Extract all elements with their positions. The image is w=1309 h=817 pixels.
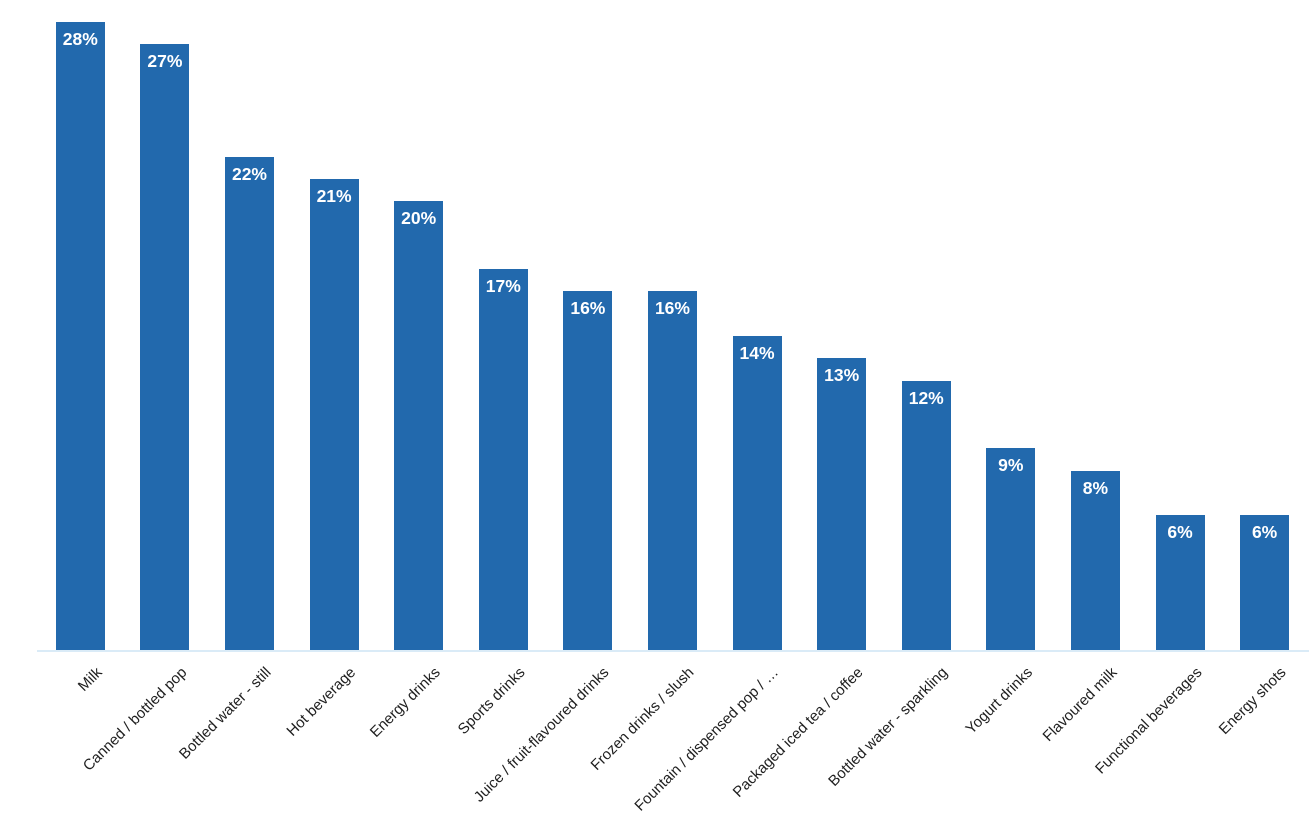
bar[interactable]: 17% bbox=[478, 269, 528, 650]
bar-slot: 27% bbox=[123, 44, 208, 650]
bar[interactable]: 16% bbox=[563, 291, 613, 650]
bar-slot: 20% bbox=[376, 201, 461, 650]
x-axis-category-label: Hot beverage bbox=[283, 664, 360, 740]
bar-value-label: 6% bbox=[1251, 522, 1278, 542]
bar-slot: 16% bbox=[546, 291, 631, 650]
bar[interactable]: 14% bbox=[732, 336, 782, 650]
x-axis-category-label: Energy shots bbox=[1215, 664, 1290, 738]
x-label-slot: Hot beverage bbox=[283, 650, 377, 817]
bars-container: 28% 27% 22% 21% 20% 17% 16% 16% 14% 13% 12% 9% 8% 6% 6… bbox=[38, 0, 1307, 650]
bar-value-label: 13% bbox=[824, 365, 860, 385]
bar-value-label: 20% bbox=[401, 208, 437, 228]
x-label-slot: Energy shots bbox=[1216, 650, 1307, 817]
bar[interactable]: 6% bbox=[1240, 515, 1290, 650]
bar-slot: 21% bbox=[292, 179, 377, 650]
bar-value-label: 16% bbox=[654, 298, 690, 318]
bar[interactable]: 12% bbox=[901, 381, 951, 650]
bar-value-label: 27% bbox=[147, 51, 183, 71]
bar-value-label: 12% bbox=[908, 388, 944, 408]
bar[interactable]: 21% bbox=[309, 179, 359, 650]
bar-value-label: 9% bbox=[998, 455, 1024, 475]
bar[interactable]: 13% bbox=[817, 358, 867, 650]
x-axis-category-label: Milk bbox=[74, 664, 106, 695]
bar-slot: 17% bbox=[461, 269, 546, 650]
bar-value-label: 8% bbox=[1082, 478, 1109, 498]
x-label-slot: Energy drinks bbox=[367, 650, 461, 817]
x-label-slot: Functional beverages bbox=[1092, 650, 1223, 817]
x-axis-category-label: Energy drinks bbox=[366, 664, 444, 741]
bar-slot: 6% bbox=[1138, 515, 1223, 650]
bar[interactable]: 20% bbox=[394, 201, 444, 650]
bar-value-label: 28% bbox=[62, 29, 98, 49]
bar-value-label: 17% bbox=[485, 276, 521, 296]
plot-area: 28% 27% 22% 21% 20% 17% 16% 16% 14% 13% 12% 9% 8% 6% 6… bbox=[37, 0, 1309, 817]
x-label-slot: Bottled water - sparkling bbox=[825, 650, 969, 817]
bar-value-label: 22% bbox=[231, 164, 267, 184]
bar-slot: 13% bbox=[799, 358, 884, 650]
bar[interactable]: 27% bbox=[140, 44, 190, 650]
bar-value-label: 6% bbox=[1167, 522, 1193, 542]
bar-slot: 6% bbox=[1222, 515, 1307, 650]
x-label-slot: Bottled water - still bbox=[176, 650, 292, 817]
x-axis-category-label: Sports drinks bbox=[454, 664, 529, 738]
x-axis-category-label: Yogurt drinks bbox=[962, 664, 1036, 738]
bar[interactable]: 8% bbox=[1070, 471, 1120, 650]
bar-slot: 22% bbox=[207, 157, 292, 650]
bar-value-label: 14% bbox=[739, 343, 775, 363]
x-axis-labels: Milk Canned / bottled pop Bottled water - … bbox=[38, 650, 1307, 817]
bar-slot: 9% bbox=[969, 448, 1054, 650]
bar-value-label: 21% bbox=[316, 186, 352, 206]
bar-slot: 14% bbox=[715, 336, 800, 650]
bar-slot: 16% bbox=[630, 291, 715, 650]
bar[interactable]: 6% bbox=[1155, 515, 1205, 650]
bar-slot: 12% bbox=[884, 381, 969, 650]
bar[interactable]: 28% bbox=[55, 22, 105, 650]
bar-slot: 28% bbox=[38, 22, 123, 650]
bar[interactable]: 22% bbox=[224, 157, 274, 650]
bar[interactable]: 9% bbox=[986, 448, 1036, 650]
bar-value-label: 16% bbox=[570, 298, 606, 318]
bar[interactable]: 16% bbox=[647, 291, 697, 650]
bar-slot: 8% bbox=[1053, 471, 1138, 650]
x-axis-line bbox=[37, 650, 1309, 652]
